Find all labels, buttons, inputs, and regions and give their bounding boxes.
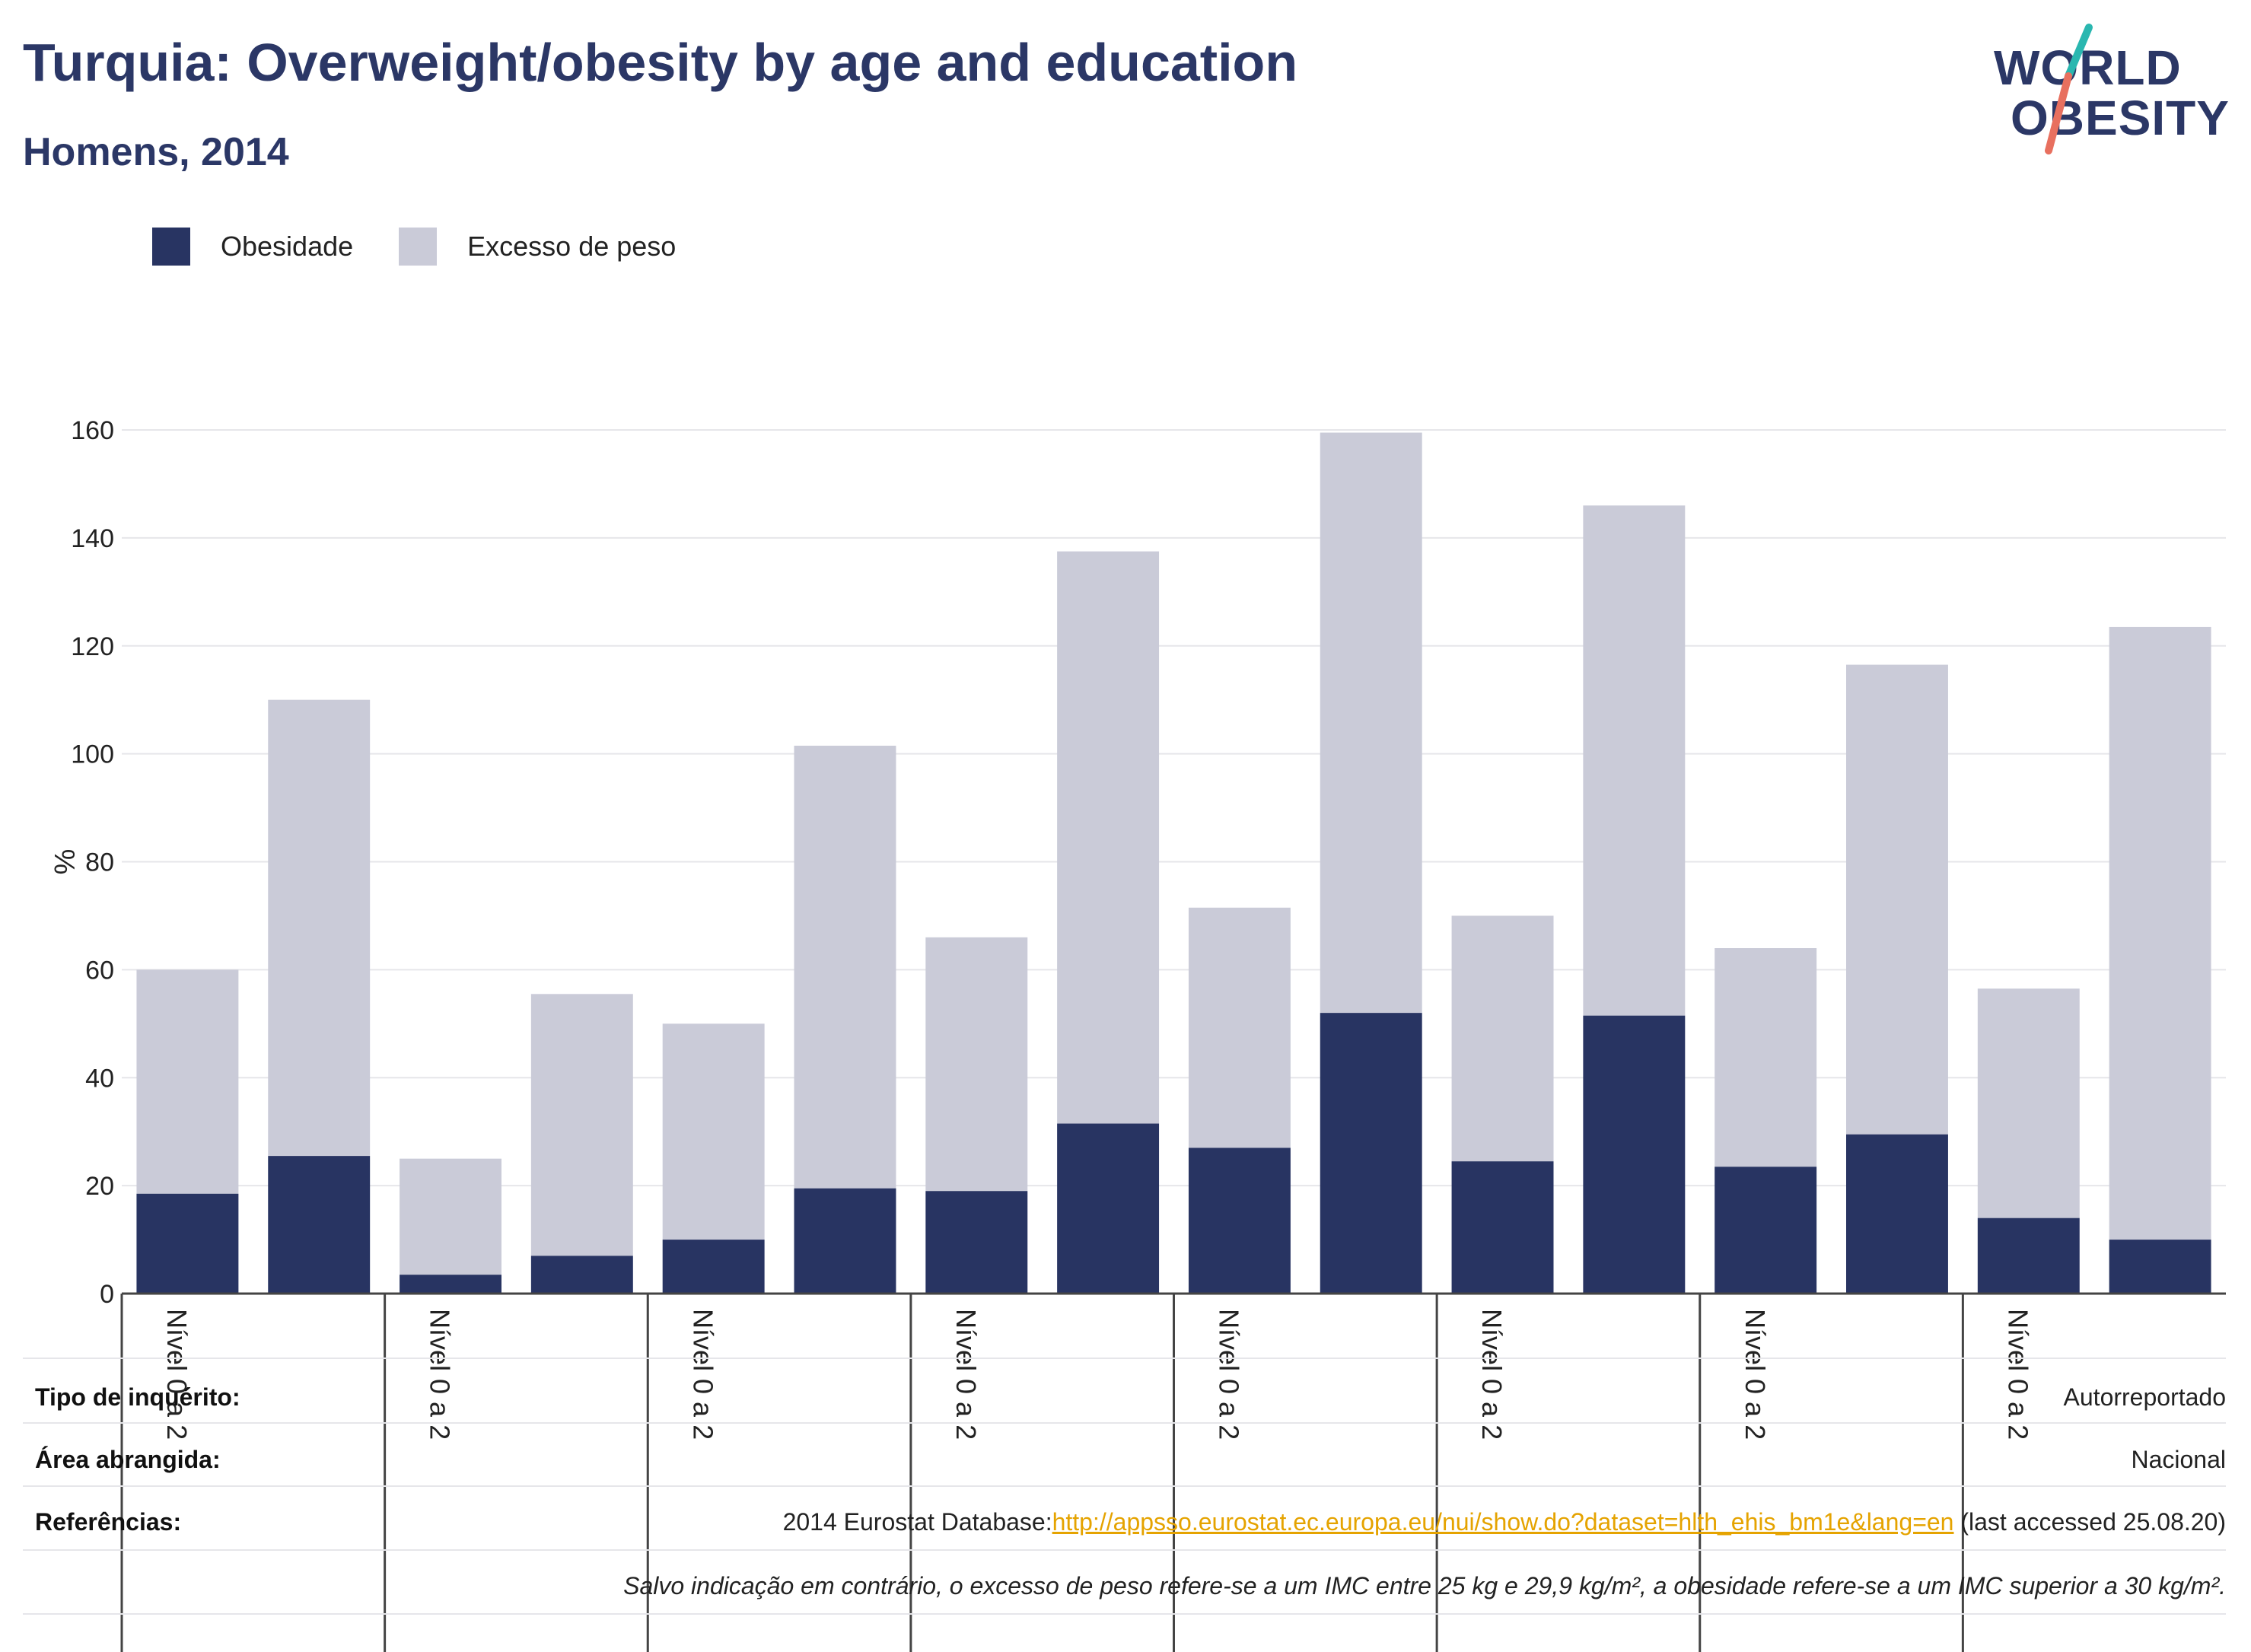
logo-line-2: OBESITY xyxy=(2011,91,2230,145)
bar-obesity xyxy=(1846,1134,1948,1294)
bar-obesity xyxy=(1188,1147,1291,1294)
bar-overweight xyxy=(400,1158,501,1275)
y-tick-label: 160 xyxy=(71,416,114,445)
bar-overweight xyxy=(1846,664,1948,1135)
group-label: Nível 0 a 2 xyxy=(425,1309,456,1440)
bar-overweight xyxy=(1188,907,1291,1148)
chart-title: Turquia: Overweight/obesity by age and e… xyxy=(23,33,1298,92)
bar-obesity xyxy=(400,1275,501,1294)
bar-obesity xyxy=(794,1188,896,1294)
bar-obesity xyxy=(1583,1015,1686,1294)
bar-obesity xyxy=(2109,1240,2211,1294)
bar-overweight xyxy=(1320,432,1422,1014)
bar-obesity xyxy=(1057,1123,1160,1294)
bar-overweight xyxy=(1451,915,1554,1162)
bar-obesity xyxy=(1320,1013,1422,1294)
bar-obesity xyxy=(925,1191,1028,1294)
legend-swatch-overweight xyxy=(399,228,438,266)
legend-item-overweight[interactable]: Excesso de peso xyxy=(399,228,676,266)
group-label: Nível 0 a 2 xyxy=(950,1309,982,1440)
bar-obesity xyxy=(136,1193,239,1294)
legend-swatch-obesity xyxy=(152,228,190,266)
bar-overweight xyxy=(1715,948,1817,1167)
bar-overweight xyxy=(2109,626,2211,1240)
y-tick-label: 60 xyxy=(85,956,114,985)
bar-overweight xyxy=(136,969,239,1194)
bar-overweight xyxy=(794,745,896,1189)
y-tick-label: 0 xyxy=(100,1280,114,1309)
y-tick-label: 140 xyxy=(71,524,114,553)
group-label: Nível 0 a 2 xyxy=(1214,1309,1245,1440)
logo-slash-icon xyxy=(2045,24,2093,154)
bar-overweight xyxy=(1583,505,1686,1016)
bar-obesity xyxy=(1977,1218,2080,1294)
chart-legend: Obesidade Excesso de peso xyxy=(152,225,721,268)
legend-item-obesity[interactable]: Obesidade xyxy=(152,228,353,266)
y-tick-label: 100 xyxy=(71,740,114,769)
bar-overweight xyxy=(925,937,1028,1192)
y-tick-label: 40 xyxy=(85,1064,114,1093)
chart-subtitle: Homens, 2014 xyxy=(23,130,289,174)
bar-obesity xyxy=(1451,1161,1554,1294)
bar-overweight xyxy=(662,1023,765,1240)
bar-obesity xyxy=(1715,1167,1817,1294)
legend-label-obesity: Obesidade xyxy=(221,231,354,262)
bar-overweight xyxy=(530,994,633,1256)
y-tick-label: 20 xyxy=(85,1172,114,1201)
bar-overweight xyxy=(268,699,371,1157)
bar-obesity xyxy=(530,1256,633,1294)
group-label: Nível 0 a 2 xyxy=(1740,1309,1771,1440)
bar-overweight xyxy=(1057,551,1160,1124)
y-tick-label: 80 xyxy=(85,848,114,877)
y-axis-label: % xyxy=(48,849,80,875)
world-obesity-logo: WORLD OBESITY xyxy=(1979,21,2237,158)
y-tick-label: 120 xyxy=(71,632,114,661)
group-label: Nível 0 a 2 xyxy=(1476,1309,1508,1440)
bar-obesity xyxy=(662,1240,765,1294)
group-label: Nível 0 a 2 xyxy=(2002,1309,2033,1440)
group-label: Nível 0 a 2 xyxy=(161,1309,193,1440)
bar-obesity xyxy=(268,1156,371,1294)
bar-overweight xyxy=(1977,988,2080,1218)
logo-line-1: WORLD xyxy=(1994,40,2182,95)
legend-label-overweight: Excesso de peso xyxy=(467,231,677,262)
group-label: Nível 0 a 2 xyxy=(687,1309,718,1440)
